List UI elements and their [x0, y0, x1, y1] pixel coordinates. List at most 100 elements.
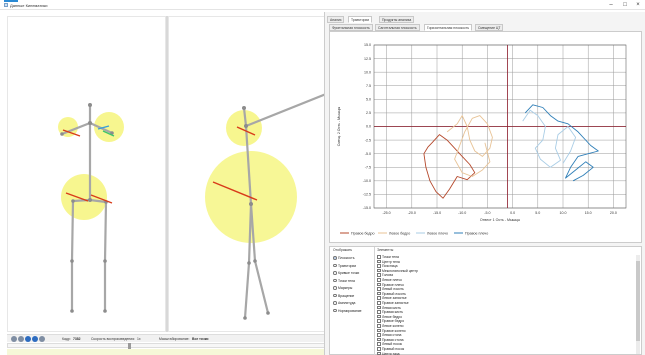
checkbox[interactable]	[377, 264, 381, 268]
tab-analysis-products[interactable]: Продукты анализа	[379, 16, 415, 23]
radio-button[interactable]	[333, 293, 337, 297]
checkbox[interactable]	[377, 342, 381, 346]
elements-scrollbar[interactable]	[636, 255, 640, 354]
element-label: Правый локоть	[382, 291, 406, 296]
rewind-icon[interactable]	[11, 336, 17, 342]
radio-button[interactable]	[333, 308, 337, 312]
checkbox[interactable]	[377, 255, 381, 259]
elements-scroll-thumb[interactable]	[636, 261, 640, 341]
checkbox[interactable]	[377, 305, 381, 310]
checkbox[interactable]	[377, 333, 381, 337]
play-icon[interactable]	[25, 336, 31, 342]
fast-forward-icon[interactable]	[39, 336, 45, 342]
display-mode-option[interactable]: Нормирование	[333, 308, 362, 314]
maximize-button[interactable]: □	[623, 2, 627, 8]
tab-com-shift[interactable]: Смещение ЦТ	[475, 24, 504, 31]
element-checkbox-row[interactable]: Левое плечо	[377, 278, 402, 283]
element-checkbox-row[interactable]: Центр таза	[377, 351, 399, 355]
checkbox[interactable]	[377, 259, 381, 264]
display-mode-option[interactable]: Маркеры	[333, 286, 352, 291]
checkbox[interactable]	[377, 310, 381, 314]
radio-button[interactable]	[333, 301, 337, 305]
radio-button[interactable]	[333, 278, 337, 282]
element-checkbox-row[interactable]: Центр тела	[377, 259, 400, 265]
tab-trajectories[interactable]: Траектории	[348, 16, 373, 23]
tab-horizontal-plane[interactable]: Горизонтальная плоскость	[424, 24, 473, 31]
trajectory-chart-svg: -25.0 -20.0 -15.0 -10.0 -5.0 0.0 5.0 10.0 15.0 20…	[337, 43, 627, 235]
element-checkbox-row[interactable]: Левый локоть	[377, 287, 404, 292]
element-label: Левая кисть	[382, 305, 401, 310]
frame-value[interactable]: 7382	[73, 337, 81, 341]
display-mode-option[interactable]: Кривые точки	[333, 271, 359, 276]
speed-label: Скорость воспроизведения:	[91, 337, 135, 341]
element-checkbox-row[interactable]: Правая кисть	[377, 310, 403, 315]
element-checkbox-row[interactable]: Правая стопа	[377, 337, 403, 343]
checkbox[interactable]	[377, 282, 381, 287]
y-tick-label: -7.5	[365, 165, 371, 169]
checkbox[interactable]	[377, 337, 381, 342]
element-checkbox-row[interactable]: Левое запястье	[377, 296, 407, 301]
checkbox[interactable]	[377, 351, 381, 355]
element-checkbox-row[interactable]: Межлопаточный центр	[377, 268, 418, 274]
zoom-value[interactable]: Все точки	[192, 337, 209, 341]
display-mode-option[interactable]: Плоскость	[333, 256, 354, 261]
element-checkbox-row[interactable]: Правый носок	[377, 347, 404, 352]
tab-analysis[interactable]: Анализ	[327, 16, 345, 23]
tab-frontal-plane[interactable]: Фронтальная плоскость	[329, 24, 373, 31]
front-view[interactable]	[7, 16, 166, 332]
element-checkbox-row[interactable]: Левая кисть	[377, 305, 401, 311]
display-mode-label: Амплитуда	[338, 301, 356, 305]
element-checkbox-row[interactable]: Правое колено	[377, 328, 406, 334]
element-checkbox-row[interactable]: Левый носок	[377, 342, 402, 347]
radio-button[interactable]	[333, 271, 337, 275]
playback-bar: Кадр: 7382 Скорость воспроизведения: 1x …	[7, 334, 325, 342]
checkbox[interactable]	[377, 291, 381, 296]
element-checkbox-row[interactable]: Правое запястье	[377, 301, 409, 306]
prev-frame-icon[interactable]	[18, 336, 24, 342]
checkbox[interactable]	[377, 278, 381, 282]
display-mode-option[interactable]: Точки тела	[333, 278, 355, 284]
trajectory-chart[interactable]: -25.0 -20.0 -15.0 -10.0 -5.0 0.0 5.0 10.0 15.0 20…	[329, 31, 642, 243]
checkbox[interactable]	[377, 268, 381, 273]
checkbox[interactable]	[377, 301, 381, 305]
series-line	[524, 104, 599, 182]
element-checkbox-row[interactable]: Левое колено	[377, 324, 404, 329]
checkbox[interactable]	[377, 287, 381, 291]
element-checkbox-row[interactable]: Правый локоть	[377, 291, 406, 297]
checkbox[interactable]	[377, 319, 381, 323]
checkbox[interactable]	[377, 314, 381, 319]
display-mode-option[interactable]: Вращение	[333, 293, 354, 299]
element-checkbox-row[interactable]: Поясница	[377, 264, 397, 269]
checkbox[interactable]	[377, 324, 381, 328]
display-mode-label: Точки тела	[338, 278, 355, 283]
next-frame-icon[interactable]	[32, 336, 38, 342]
radio-button[interactable]	[333, 256, 337, 260]
radio-button[interactable]	[333, 286, 337, 290]
checkbox[interactable]	[377, 347, 381, 351]
legend-label: Левое плечо	[427, 231, 448, 235]
radio-button[interactable]	[333, 263, 337, 267]
display-options-panel: Отображать Элементы Плоскость Траектории К…	[329, 246, 642, 355]
app-icon	[4, 3, 8, 7]
element-checkbox-row[interactable]: Левая стопа	[377, 333, 401, 338]
display-mode-option[interactable]: Амплитуда	[333, 301, 355, 306]
timeline-thumb[interactable]	[128, 343, 131, 349]
timeline-slider[interactable]	[7, 343, 325, 349]
element-checkbox-row[interactable]: Правое бедро	[377, 319, 404, 324]
speed-value[interactable]: 1x	[137, 337, 141, 341]
tab-sagittal-plane[interactable]: Сагиттальная плоскость	[375, 24, 420, 31]
element-checkbox-row[interactable]: Голова	[377, 273, 393, 278]
close-button[interactable]: ×	[636, 2, 640, 8]
y-tick-label: 5.0	[366, 98, 371, 102]
view-splitter[interactable]	[166, 16, 168, 332]
checkbox[interactable]	[377, 273, 381, 277]
element-checkbox-row[interactable]: Правое плечо	[377, 282, 404, 288]
display-mode-option[interactable]: Траектории	[333, 263, 356, 269]
checkbox[interactable]	[377, 328, 381, 333]
side-view[interactable]	[168, 16, 325, 332]
minimize-button[interactable]: –	[609, 2, 613, 8]
checkbox[interactable]	[377, 296, 381, 300]
options-divider	[374, 247, 375, 355]
element-checkbox-row[interactable]: Левое бедро	[377, 314, 402, 320]
element-checkbox-row[interactable]: Точки тела	[377, 255, 399, 260]
